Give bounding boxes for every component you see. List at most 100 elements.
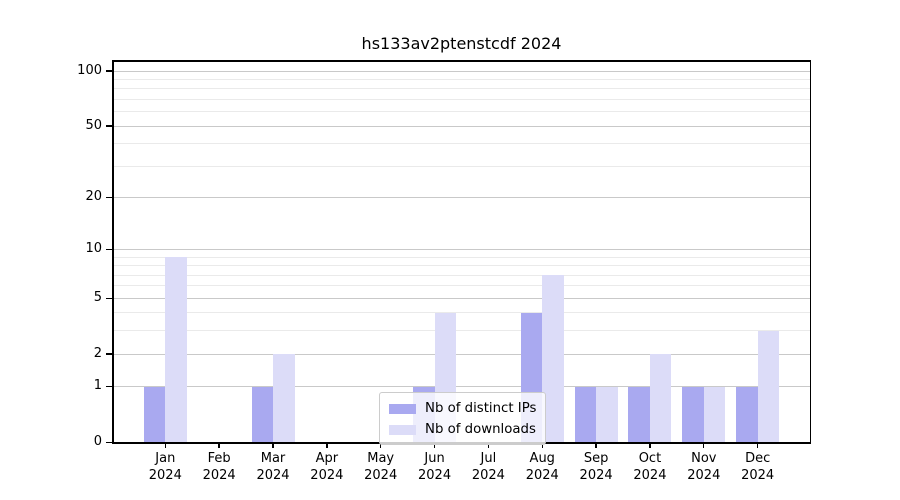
x-tick-month: Sep [583,451,609,466]
gridline-minor [113,274,810,276]
plot-area [113,60,810,443]
x-tick-year: 2024 [687,468,721,483]
x-tick-mark [433,443,436,448]
bar-downloads [273,354,295,443]
y-tick-label: 10 [85,241,102,257]
x-tick-month: Jun [424,451,445,466]
gridline-minor [113,143,810,145]
gridline-minor [113,312,810,314]
y-tick-mark [105,125,113,127]
y-tick-label: 5 [93,289,102,305]
bar-downloads [165,257,187,443]
chart-title: hs133av2ptenstcdf 2024 [361,34,562,53]
x-tick-year: 2024 [741,468,775,483]
x-tick-label: Jun 2024 [407,450,463,484]
x-tick-month: Feb [207,451,231,466]
y-tick-mark [105,196,113,199]
legend-item: Nb of distinct IPs [380,398,545,419]
x-tick-mark [380,443,382,448]
y-tick-label: 50 [85,117,102,133]
gridline-major [113,70,810,72]
bar-downloads [703,386,726,443]
x-tick-label: Sep 2024 [568,450,624,484]
x-tick-mark [703,443,705,448]
x-tick-label: Mar 2024 [245,450,301,484]
y-tick-mark [105,297,113,300]
x-tick-month: Mar [260,451,286,466]
x-tick-year: 2024 [579,468,613,483]
x-tick-mark [756,443,759,448]
x-tick-year: 2024 [633,468,667,483]
legend-item: Nb of downloads [380,419,545,440]
x-tick-year: 2024 [471,468,505,483]
gridline-major [113,353,810,355]
spine-top [112,60,811,62]
x-tick-month: Dec [745,451,771,466]
x-tick-month: May [367,451,395,466]
x-tick-mark [164,443,166,448]
x-tick-year: 2024 [202,468,236,483]
y-tick-mark [105,70,113,72]
x-tick-month: Jul [480,451,497,466]
bar-distinct-ips [574,386,597,443]
y-tick-label: 1 [93,378,102,394]
gridline-minor [113,88,810,90]
gridline-minor [113,256,810,258]
x-tick-month: Oct [638,451,662,466]
gridline-minor [113,79,810,81]
gridline-major [113,197,810,199]
y-tick-label: 0 [93,434,102,449]
y-tick-label: 20 [85,189,102,205]
y-tick-mark [105,441,113,444]
x-tick-mark [595,443,597,448]
x-tick-label: Aug 2024 [514,450,570,484]
x-tick-label: Jul 2024 [460,450,516,484]
y-tick-mark [105,248,113,251]
x-tick-mark [487,443,490,448]
gridline-minor [113,165,810,167]
spine-right [809,60,812,444]
bar-distinct-ips [251,386,273,443]
x-tick-label: Nov 2024 [676,450,732,484]
x-tick-label: Jan 2024 [137,450,193,484]
x-tick-label: Feb 2024 [191,450,247,484]
x-tick-year: 2024 [418,468,452,483]
bar-distinct-ips [736,386,758,443]
gridline-minor [113,265,810,267]
bar-distinct-ips [628,386,650,443]
x-tick-mark [541,443,543,448]
x-tick-label: Dec 2024 [730,450,786,484]
gridline-major [113,125,810,127]
x-tick-mark [326,443,328,448]
x-tick-month: Apr [315,451,339,466]
x-tick-label: Apr 2024 [299,450,355,484]
y-tick-label: 100 [77,62,102,78]
x-tick-mark [272,443,274,448]
legend-swatch-icon [389,403,416,414]
gridline-minor [113,99,810,100]
spine-left [112,60,114,444]
x-tick-mark [649,443,651,448]
x-tick-year: 2024 [525,468,559,483]
x-tick-month: Aug [529,451,555,466]
x-tick-year: 2024 [256,468,290,483]
x-tick-year: 2024 [310,468,344,483]
bar-downloads [649,354,672,443]
legend-label: Nb of distinct IPs [425,401,537,416]
gridline-minor [113,285,810,287]
x-tick-month: Jan [155,451,176,466]
legend: Nb of distinct IPs Nb of downloads [379,392,546,445]
bar-downloads [757,330,780,443]
x-tick-month: Nov [691,451,717,466]
gridline-minor [113,330,810,332]
x-tick-label: Oct 2024 [622,450,678,484]
bar-downloads [596,386,618,443]
bar-distinct-ips [143,386,166,443]
bar-distinct-ips [682,386,704,443]
x-tick-label: May 2024 [353,450,409,484]
legend-label: Nb of downloads [425,422,536,437]
y-tick-mark [105,386,113,388]
y-tick-mark [105,353,113,355]
gridline-major [113,297,810,299]
